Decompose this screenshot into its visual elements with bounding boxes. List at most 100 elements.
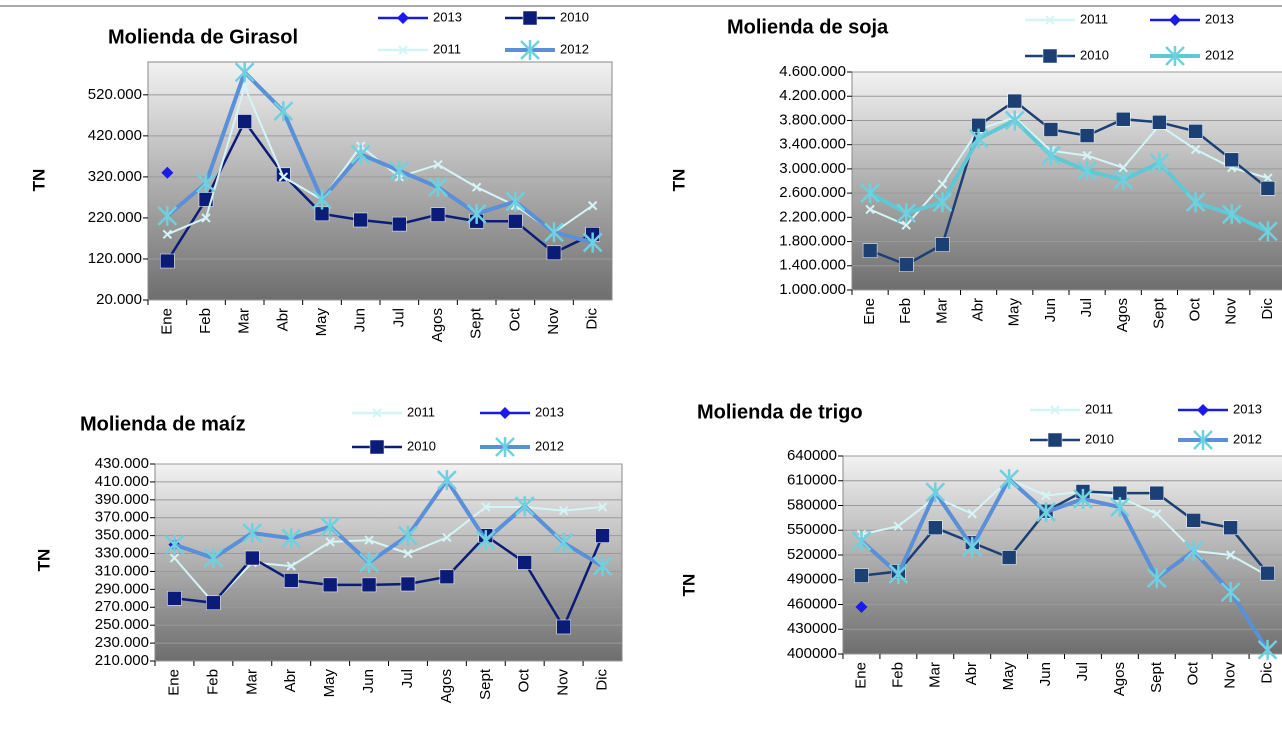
y-tick-label: 460000	[787, 595, 837, 612]
marker	[901, 220, 911, 230]
x-tick-label: Sept	[1150, 297, 1167, 329]
marker	[1258, 221, 1278, 242]
marker	[1165, 46, 1185, 66]
marker	[888, 563, 909, 584]
y-tick-label: 420.000	[88, 127, 142, 144]
marker	[471, 182, 482, 192]
marker	[553, 532, 574, 553]
legend-label: 2013	[1233, 401, 1262, 416]
x-tick-label: Abr	[282, 669, 299, 692]
y-tick-label: 2.600.000	[779, 184, 846, 201]
marker	[364, 535, 374, 545]
marker	[508, 213, 523, 229]
x-tick-label: Oct	[506, 307, 523, 331]
x-tick-label: Feb	[897, 298, 914, 324]
y-tick-label: 580000	[787, 496, 837, 513]
marker	[1152, 509, 1162, 519]
marker	[925, 482, 946, 503]
y-tick-label: 550000	[787, 521, 837, 538]
x-tick-label: Jun	[360, 669, 377, 693]
y-tick-label: 520.000	[88, 86, 142, 103]
marker	[273, 101, 294, 122]
marker	[935, 237, 950, 252]
y-axis-label: TN	[669, 169, 688, 192]
marker	[522, 10, 538, 26]
y-tick-label: 390.000	[95, 491, 149, 508]
marker	[1149, 485, 1165, 501]
chart: 400000 430000 460000 490000 520000 550000 5800…	[679, 401, 1282, 696]
y-tick-label: 230.000	[95, 634, 149, 651]
marker	[161, 166, 174, 179]
marker	[481, 502, 491, 512]
marker	[206, 595, 221, 611]
legend-label: 2012	[535, 438, 564, 453]
x-tick-label: May	[1000, 662, 1017, 691]
marker	[1223, 520, 1238, 536]
marker	[167, 591, 182, 606]
y-tick-label: 310.000	[95, 562, 149, 579]
y-tick-label: 350.000	[95, 527, 149, 544]
marker	[587, 200, 598, 211]
marker	[1041, 490, 1051, 501]
y-tick-label: 210.000	[95, 652, 149, 669]
marker	[400, 576, 416, 592]
y-tick-label: 330.000	[95, 545, 149, 562]
x-tick-label: Feb	[889, 662, 906, 688]
marker	[546, 245, 562, 261]
y-axis-label: TN	[679, 574, 698, 597]
x-tick-label: Agos	[1114, 298, 1131, 332]
x-tick-label: Jun	[1042, 298, 1059, 322]
x-tick-label: Mar	[933, 298, 950, 324]
marker	[234, 62, 255, 83]
x-tick-label: Nov	[555, 669, 572, 696]
x-tick-label: Ene	[861, 298, 878, 325]
series-line	[174, 533, 604, 630]
marker	[999, 469, 1020, 490]
marker	[517, 555, 532, 570]
y-tick-label: 610000	[787, 472, 837, 489]
x-tick-label: Oct	[1187, 297, 1204, 321]
marker	[1050, 405, 1060, 415]
x-tick-label: Oct	[1185, 661, 1202, 685]
marker	[439, 569, 455, 585]
marker	[1146, 568, 1167, 589]
marker	[169, 553, 180, 563]
series-line	[869, 116, 1269, 227]
y-tick-label: 410.000	[95, 473, 149, 490]
x-tick-label: May	[313, 308, 330, 337]
y-tick-label: 1.000.000	[779, 281, 846, 298]
x-tick-label: Mar	[926, 662, 943, 688]
x-tick-label: Feb	[204, 669, 221, 695]
chart-title: Molienda de maíz	[80, 413, 246, 435]
legend-label: 2010	[407, 438, 436, 453]
marker	[162, 229, 173, 240]
marker	[245, 550, 260, 566]
marker	[160, 253, 175, 269]
marker	[286, 561, 296, 571]
marker	[430, 207, 446, 222]
x-tick-label: May	[321, 669, 338, 698]
legend-label: 2013	[433, 9, 462, 24]
x-tick-label: Sept	[468, 307, 485, 339]
y-tick-label: 3.000.000	[779, 160, 846, 177]
x-tick-label: Nov	[1223, 298, 1240, 325]
x-tick-label: Dic	[1259, 662, 1276, 684]
marker	[1001, 550, 1017, 565]
marker	[281, 528, 302, 549]
marker	[403, 548, 413, 559]
marker	[1152, 115, 1167, 130]
marker	[1224, 152, 1239, 168]
marker	[1047, 432, 1063, 448]
y-tick-label: 4.200.000	[779, 87, 846, 104]
marker	[928, 520, 943, 536]
x-tick-label: Nov	[1222, 662, 1239, 689]
x-tick-label: Abr	[963, 662, 980, 685]
marker	[442, 532, 452, 543]
x-tick-label: Sept	[1148, 661, 1165, 693]
marker	[196, 173, 216, 194]
y-tick-label: 4.600.000	[779, 63, 846, 80]
chart-title: Molienda de trigo	[697, 401, 863, 423]
marker	[1186, 513, 1201, 528]
legend-label: 2010	[560, 9, 589, 24]
marker	[1169, 14, 1181, 26]
